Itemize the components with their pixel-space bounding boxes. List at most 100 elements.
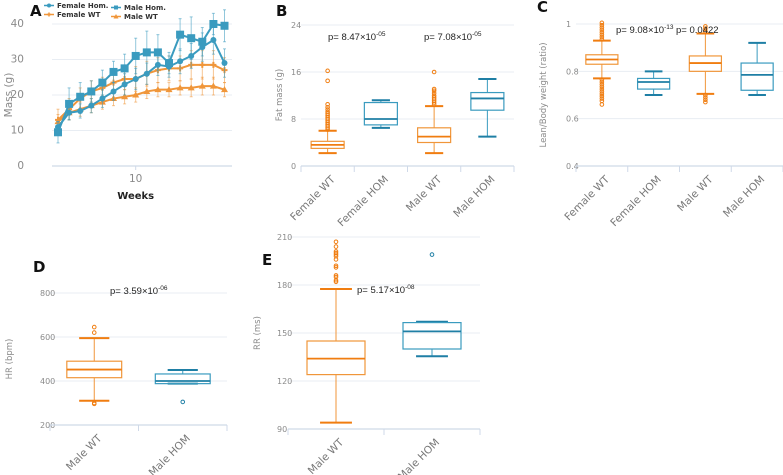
outlier-point [599,27,605,33]
x-category-label: Male WT [675,173,716,214]
outlier-point [333,263,339,269]
iqr-box [470,91,505,111]
x-category-label: Male WT [64,432,105,473]
box-male-wt [417,69,452,155]
data-point [176,30,185,39]
y-tick-label: 120 [277,377,292,386]
outlier-point [325,68,330,74]
legend-marker [47,12,51,17]
outlier-point [431,86,437,92]
data-point [199,61,206,68]
data-point [187,34,196,43]
outlier-point [429,252,435,257]
outlier-point [325,111,330,117]
outlier-point [599,102,605,107]
outlier-point [333,265,339,270]
outlier-point [431,94,437,100]
outlier-point [599,84,605,90]
outlier-point [703,26,708,32]
y-tick-label: 0.6 [566,115,579,124]
outlier-point [325,104,330,110]
outlier-point [703,28,708,34]
y-axis-title: Fat mass (g) [275,69,285,121]
data-point [176,84,184,91]
p-value-annotation: p= 7.08×10-05 [424,31,482,43]
data-point [88,102,95,109]
p-value-annotation: p= 0.0422 [676,25,719,36]
data-point [177,58,184,65]
outlier-point [599,20,605,26]
y-tick-label: 30 [11,54,24,66]
iqr-box [402,322,462,350]
data-point [120,64,129,73]
data-point [54,128,62,137]
outlier-point [703,95,708,100]
p-value-text: p= 7.08×10 [424,32,472,43]
outlier-point [703,97,708,103]
p-value-exponent: -13 [664,24,674,31]
box-male-hom [402,252,462,358]
panel-label: C [537,0,548,16]
legend-label: Male WT [124,13,158,21]
outlier-point [333,273,339,278]
iqr-box [417,127,452,144]
series-line [57,85,225,123]
data-point [132,76,139,83]
y-tick-label: 800 [40,289,55,298]
data-point [110,88,117,95]
data-point [65,99,74,108]
x-category-label: Female HOM [335,174,391,230]
outlier-point [333,279,339,285]
y-tick-label: 150 [277,329,292,338]
box-female-hom [363,99,398,129]
data-point [87,87,96,96]
outlier-point [91,330,97,335]
data-point [209,20,218,28]
p-value-annotation: p= 3.59×10-06 [110,285,168,297]
outlier-point [91,400,97,406]
panel-a: A 0 10 20 30 40 Mass (g) 10 Weeks Female Hom.Fema… [3,2,232,202]
y-tick-label: 0.8 [566,67,579,76]
data-point [153,48,162,57]
outlier-point [599,25,605,30]
outlier-point [325,107,330,112]
x-tick-label: 10 [129,173,142,185]
data-point [109,67,118,76]
outlier-point [599,89,605,94]
outlier-point [431,93,437,98]
box-male-hom [470,78,505,138]
iqr-box [636,77,671,90]
outlier-point [599,37,605,42]
x-category-label: Male HOM [396,437,442,475]
outlier-point [703,24,708,29]
outlier-point [91,324,97,330]
outlier-point [333,249,339,254]
series-male-hom- [54,9,229,144]
outlier-point [599,77,605,82]
data-point [187,84,195,91]
data-point [198,37,207,46]
y-tick-label: 200 [40,421,55,430]
p-value-annotation: p= 8.47×10-05 [328,31,386,43]
x-category-label: Male WT [404,173,445,214]
legend-label: Male Hom. [124,4,166,12]
legend-marker [113,14,119,19]
x-category-label: Male WT [306,436,347,475]
data-point [198,82,206,89]
outlier-point [703,99,708,105]
outlier-point [599,86,605,92]
y-tick-label: 16 [291,68,301,77]
outlier-point [599,32,605,37]
y-tick-label: 600 [40,333,55,342]
x-category-label: Male HOM [147,433,193,475]
outlier-point [599,91,605,97]
outlier-point [703,92,708,98]
p-value-text: p= 5.17×10 [357,285,405,296]
data-point [121,93,129,100]
y-axis-title: Lean/Body weight (ratio) [539,42,549,147]
y-tick-label: 400 [40,377,55,386]
x-category-label: Male HOM [721,174,767,220]
data-point [131,51,140,60]
outlier-point [431,90,437,96]
